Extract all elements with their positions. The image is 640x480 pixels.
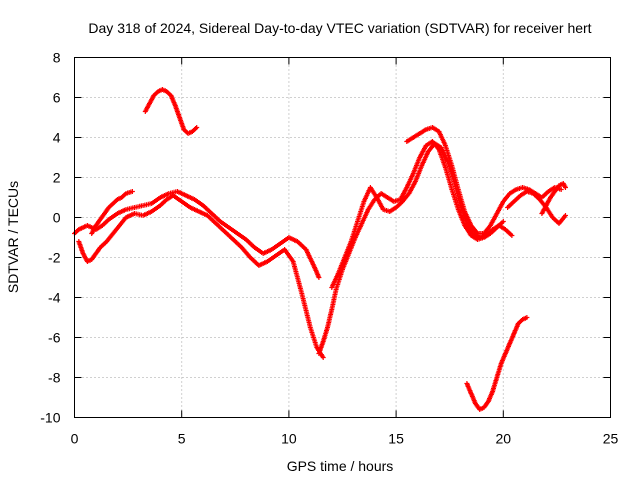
y-tick-label: -6 bbox=[48, 330, 61, 346]
series-markers bbox=[89, 189, 135, 236]
x-tick-label: 5 bbox=[178, 431, 186, 447]
series-markers bbox=[142, 87, 200, 136]
series-markers bbox=[539, 181, 568, 216]
series-arc-3 bbox=[89, 189, 135, 236]
y-tick-label: -4 bbox=[48, 290, 61, 306]
y-tick-label: -2 bbox=[48, 250, 61, 266]
y-tick-label: 0 bbox=[53, 210, 61, 226]
series-arc-4 bbox=[142, 87, 200, 136]
x-tick-label: 15 bbox=[388, 431, 404, 447]
series-arc-6 bbox=[329, 141, 515, 290]
series-arc-7 bbox=[404, 125, 564, 236]
tick-layer: 0 5 10 15 20 25 -10 -8 -6 -4 -2 0 2 4 6 8 bbox=[40, 50, 618, 447]
chart-title: Day 318 of 2024, Sidereal Day-to-day VTE… bbox=[88, 20, 591, 36]
series-arc-2 bbox=[76, 193, 326, 360]
series-markers bbox=[464, 315, 530, 412]
series-arc-10 bbox=[539, 181, 568, 216]
x-tick-label: 20 bbox=[496, 431, 512, 447]
y-tick-label: -8 bbox=[48, 370, 61, 386]
series-markers bbox=[72, 189, 322, 280]
series-markers bbox=[505, 189, 568, 226]
series-markers bbox=[404, 125, 564, 236]
series-arc-8 bbox=[464, 315, 530, 412]
x-tick-label: 10 bbox=[281, 431, 297, 447]
plot-frame bbox=[74, 57, 611, 418]
series-arc-9 bbox=[505, 189, 568, 226]
series-markers bbox=[316, 139, 506, 356]
data-layer bbox=[72, 87, 568, 412]
y-tick-label: 4 bbox=[53, 130, 61, 146]
x-axis-title: GPS time / hours bbox=[287, 458, 394, 474]
series-arc-1 bbox=[72, 189, 322, 280]
x-tick-label: 25 bbox=[603, 431, 619, 447]
series-markers bbox=[329, 141, 515, 290]
y-tick-label: 2 bbox=[53, 170, 61, 186]
y-tick-label: -10 bbox=[40, 410, 60, 426]
y-axis-title: SDTVAR / TECUs bbox=[5, 181, 21, 293]
y-tick-label: 6 bbox=[53, 90, 61, 106]
series-arc-5 bbox=[316, 139, 506, 356]
y-tick-label: 8 bbox=[53, 50, 61, 66]
grid-layer bbox=[74, 57, 611, 418]
x-tick-label: 0 bbox=[71, 431, 79, 447]
series-markers bbox=[76, 193, 326, 360]
